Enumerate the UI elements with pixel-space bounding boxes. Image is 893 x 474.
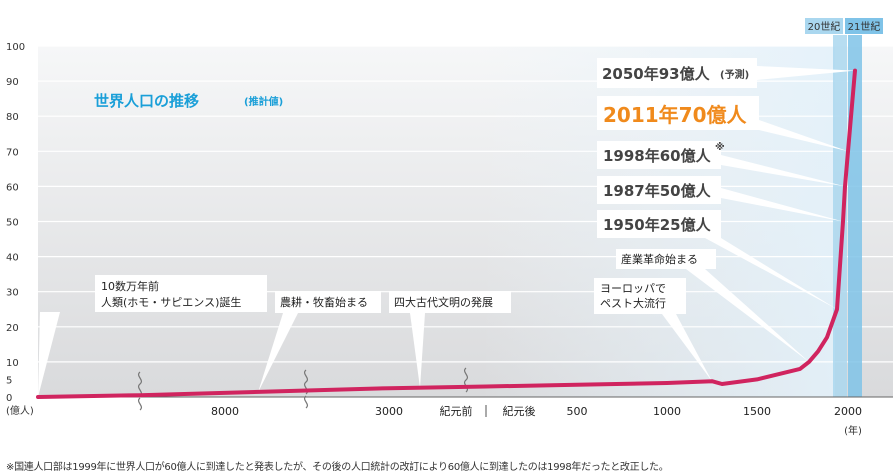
y-tick-40: 40 (6, 253, 19, 264)
y-tick-100: 100 (6, 42, 25, 53)
annotation-origin-box (95, 275, 267, 312)
leader-1998 (721, 155, 845, 187)
annotation-agri-box (275, 291, 381, 313)
annotation-2011-box (597, 96, 759, 130)
x-axis: 8000 3000 紀元前 紀元後 500 1000 1500 2000 (年) (211, 404, 862, 437)
century-label-20-box (805, 18, 843, 34)
y-tick-80: 80 (6, 112, 19, 123)
data-point-15 (843, 184, 847, 188)
x-tick-500: 500 (567, 405, 588, 418)
annotation-plague-line2: ペスト大流行 (600, 296, 666, 310)
annotation-plague: ヨーロッパで ペスト大流行 (600, 282, 670, 310)
data-point-12 (825, 335, 829, 339)
chart-title: 世界人口の推移 (推計値) (94, 92, 283, 110)
data-point-8 (755, 377, 759, 381)
annotation-origin-line2: 人類(ホモ・サピエンス)誕生 (101, 295, 241, 309)
leader-2050 (757, 66, 855, 80)
data-point-5 (665, 381, 669, 385)
data-point-11 (816, 349, 820, 353)
annotation-1998-box (597, 141, 721, 169)
title-text: 世界人口の推移 (94, 92, 199, 110)
y-tick-70: 70 (6, 147, 19, 158)
data-point-9 (798, 367, 802, 371)
leader-industrial (686, 269, 809, 362)
data-point-1 (138, 393, 142, 397)
annotation-2050-note: (予測) (720, 68, 749, 81)
y-tick-5: 5 (6, 375, 12, 386)
data-point-3 (484, 384, 488, 388)
annotation-industrial-box (616, 249, 716, 269)
leader-2011 (759, 120, 848, 152)
data-point-14 (841, 220, 845, 223)
annotation-origin: 10数万年前 人類(ホモ・サピエンス)誕生 (101, 279, 241, 309)
annotation-civ: 四大古代文明の発展 (394, 295, 493, 309)
x-tick-1000: 1000 (653, 405, 681, 418)
x-tick-1500: 1500 (743, 405, 771, 418)
data-point-7 (720, 382, 724, 386)
x-tick-3000: 3000 (375, 405, 403, 418)
annotation-plague-line1: ヨーロッパで (600, 282, 666, 295)
annotation-civ-box (389, 291, 511, 313)
annotation-2050-box (597, 58, 757, 88)
data-point-17 (853, 69, 857, 73)
annotation-1987: 1987年50億人 (603, 182, 712, 200)
annotation-1987-box (597, 176, 721, 204)
annotation-industrial: 産業革命始まる (621, 252, 698, 266)
y-tick-0: 0 (6, 393, 12, 404)
population-points (36, 69, 857, 399)
century-label-21-box (845, 18, 883, 34)
century-label-20: 20世紀 (808, 20, 841, 33)
x-tick-bc: 紀元前 (440, 404, 473, 418)
x-axis-unit-label: (年) (844, 424, 862, 437)
annotation-agri: 農耕・牧畜始まる (280, 295, 368, 309)
x-tick-ad: 紀元後 (503, 404, 536, 418)
annotation-1950: 1950年25億人 (603, 216, 712, 234)
data-point-10 (807, 360, 811, 364)
y-tick-10: 10 (6, 358, 19, 369)
annotation-1950-box (597, 210, 721, 238)
subtitle-text: (推計値) (244, 95, 283, 108)
leader-1950 (705, 238, 837, 310)
axis-break-1 (137, 371, 143, 411)
annotation-1998-note: ※ (715, 141, 725, 153)
y-tick-60: 60 (6, 182, 19, 193)
leader-1987 (721, 188, 843, 222)
annotation-1998: 1998年60億人 (603, 147, 712, 165)
y-axis: 0 5 10 20 30 40 50 60 70 80 90 100 (6, 42, 25, 404)
annotation-plague-box (594, 278, 686, 314)
x-tick-8000: 8000 (211, 405, 239, 418)
y-tick-90: 90 (6, 77, 19, 88)
x-tick-2000: 2000 (834, 405, 862, 418)
leader-origin (38, 312, 60, 397)
century-label-21: 21世紀 (848, 20, 881, 33)
data-point-2 (387, 386, 391, 390)
population-line (36, 68, 857, 399)
data-point-0 (36, 395, 40, 399)
y-tick-30: 30 (6, 288, 19, 299)
y-tick-20: 20 (6, 323, 19, 334)
footnote: ※国連人口部は1999年に世界人口が60億人に到達したと発表したが、その後の人口… (6, 462, 669, 473)
annotation-2050: 2050年93億人 (602, 65, 711, 83)
y-tick-50: 50 (6, 218, 19, 229)
leader-civ (410, 313, 425, 388)
data-point-13 (835, 307, 839, 311)
y-axis-unit-label: (億人) (6, 404, 34, 417)
leader-agri (258, 313, 298, 393)
annotation-2011: 2011年70億人 (603, 103, 747, 127)
data-point-6 (710, 379, 714, 383)
data-point-4 (575, 383, 579, 387)
annotation-leaders (38, 66, 855, 397)
annotations: 2050年93億人 (予測) 2011年70億人 1998年60億人 ※ 198… (95, 58, 759, 314)
annotation-origin-line1: 10数万年前 (101, 279, 159, 293)
leader-plague (662, 314, 712, 382)
data-point-16 (846, 149, 850, 153)
